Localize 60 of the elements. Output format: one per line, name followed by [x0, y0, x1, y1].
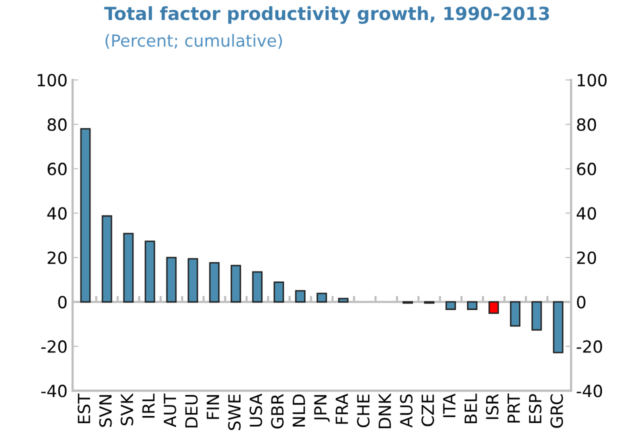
x-tick-label: NLD — [292, 394, 305, 426]
y2-tick-label: 100 — [578, 74, 607, 86]
x-tick-label: JPN — [314, 395, 330, 422]
bar — [446, 301, 456, 310]
bar — [295, 290, 306, 303]
bar — [166, 256, 177, 303]
y2-tick-label: 40 — [576, 207, 596, 220]
bar — [188, 258, 198, 303]
x-tick-label: FIN — [206, 395, 219, 419]
y-tick-label: -20 — [41, 340, 67, 353]
y2-tick-label: 80 — [577, 118, 596, 131]
bar — [531, 301, 542, 331]
x-tick-label: BEL — [464, 394, 477, 424]
bar — [252, 271, 263, 303]
x-tick-label: GRC — [550, 394, 563, 428]
chart-subtitle: (Percent; cumulative) — [106, 34, 282, 49]
bar — [274, 281, 284, 303]
x-tick-label: EST — [78, 393, 90, 424]
x-tick-label: ISR — [486, 394, 499, 419]
x-tick-label: DNK — [378, 393, 391, 428]
y-tick-label: 60 — [48, 162, 67, 176]
y2-tick-label: -40 — [576, 384, 602, 398]
bar — [510, 301, 520, 327]
chart-title: Total factor productivity growth, 1990-2013 — [104, 6, 549, 24]
x-tick-label: CHE — [357, 394, 370, 428]
x-tick-label: CZE — [421, 394, 434, 426]
x-tick-label: ESP — [528, 394, 542, 424]
x-tick-label: GBR — [271, 394, 284, 428]
y-tick-label: 100 — [38, 74, 67, 86]
x-tick-label: SWE — [228, 394, 241, 430]
x-tick-label: FRA — [336, 394, 348, 424]
bar — [488, 301, 499, 314]
bar — [338, 298, 349, 303]
bar — [316, 292, 328, 303]
x-tick-label: SVN — [99, 395, 112, 427]
x-tick-label: USA — [250, 394, 262, 427]
x-tick-label: SVK — [120, 393, 134, 426]
bar — [467, 301, 478, 310]
bar — [80, 128, 91, 303]
x-tick-label: AUT — [164, 393, 176, 428]
bar — [123, 232, 134, 303]
y2-tick-label: 20 — [577, 251, 596, 264]
bar — [144, 240, 156, 303]
bar — [102, 215, 112, 303]
y2-tick-label: 0 — [577, 296, 586, 308]
x-tick-label: ITA — [443, 394, 456, 418]
x-tick-label: PRT — [508, 393, 520, 422]
y-tick-label: 0 — [58, 296, 67, 308]
bar — [230, 264, 242, 303]
x-tick-label: DEU — [185, 394, 198, 428]
y-tick-label: 40 — [47, 207, 67, 220]
bar — [552, 301, 564, 354]
y-tick-label: 80 — [48, 118, 67, 131]
y2-tick-label: 60 — [577, 162, 596, 176]
bar — [209, 262, 220, 303]
y-tick-label: 20 — [48, 251, 67, 264]
y2-tick-label: -20 — [576, 340, 602, 353]
y-tick-label: -40 — [41, 384, 67, 398]
x-tick-label: IRL — [142, 394, 155, 418]
x-tick-label: AUS — [400, 394, 413, 428]
